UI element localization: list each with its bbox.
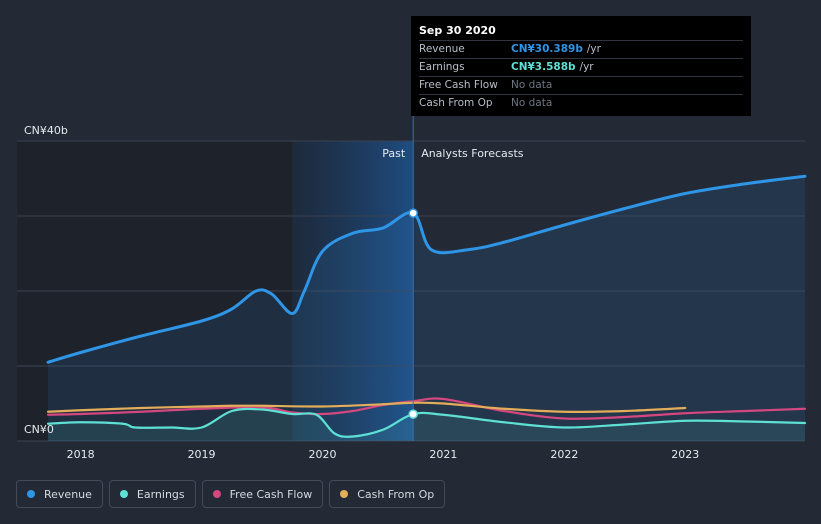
x-tick-label: 2022 xyxy=(550,448,578,461)
x-tick-label: 2023 xyxy=(671,448,699,461)
tooltip-date: Sep 30 2020 xyxy=(419,24,496,37)
x-tick-label: 2019 xyxy=(188,448,216,461)
x-tick-label: 2018 xyxy=(67,448,95,461)
cash-from-op-dot-icon xyxy=(340,490,349,498)
tooltip-label: Cash From Op xyxy=(419,97,493,109)
revenue-area xyxy=(48,176,805,441)
free-cash-flow-dot-icon xyxy=(212,490,221,498)
tooltip-row-cash-from-op: Cash From Op No data xyxy=(419,94,743,112)
earnings-dot-icon xyxy=(119,490,128,498)
chart-legend: Revenue Earnings Free Cash Flow Cash Fro… xyxy=(16,480,446,508)
y-axis-bottom-label: CN¥0 xyxy=(24,423,54,436)
tooltip-row-free-cash-flow: Free Cash Flow No data xyxy=(419,76,743,94)
forecast-label: Analysts Forecasts xyxy=(421,147,524,160)
earnings-line xyxy=(46,407,807,438)
tooltip-label: Free Cash Flow xyxy=(419,79,498,91)
legend-item-revenue[interactable]: Revenue xyxy=(16,480,103,508)
legend-label: Earnings xyxy=(136,487,185,501)
tooltip-row-revenue: Revenue CN¥30.389b /yr xyxy=(419,40,743,58)
legend-item-cash-from-op[interactable]: Cash From Op xyxy=(329,480,446,508)
past-label: Past xyxy=(382,147,406,160)
tooltip-value: CN¥30.389b xyxy=(511,43,583,55)
tooltip-label: Earnings xyxy=(419,61,465,73)
legend-item-free-cash-flow[interactable]: Free Cash Flow xyxy=(201,480,324,508)
tooltip-value: No data xyxy=(511,79,553,91)
revenue-marker xyxy=(408,208,418,218)
legend-label: Revenue xyxy=(44,487,92,501)
revenue-line xyxy=(46,174,807,364)
tooltip-value: No data xyxy=(511,97,553,109)
earnings-area xyxy=(48,409,805,441)
cash-from-op-line xyxy=(46,401,687,413)
tooltip-unit: /yr xyxy=(586,43,601,55)
revenue-dot-icon xyxy=(27,490,35,498)
x-tick-label: 2020 xyxy=(309,448,337,461)
legend-item-earnings[interactable]: Earnings xyxy=(108,480,196,508)
tooltip-row-earnings: Earnings CN¥3.588b /yr xyxy=(419,58,743,76)
x-tick-label: 2021 xyxy=(429,448,457,461)
legend-label: Cash From Op xyxy=(357,487,435,501)
legend-label: Free Cash Flow xyxy=(229,487,313,501)
earnings-marker xyxy=(408,409,418,419)
tooltip-value: CN¥3.588b xyxy=(511,61,576,73)
tooltip-label: Revenue xyxy=(419,43,465,55)
y-axis-top-label: CN¥40b xyxy=(24,124,68,137)
data-tooltip: Sep 30 2020 Revenue CN¥30.389b /yr Earni… xyxy=(411,16,751,116)
tooltip-unit: /yr xyxy=(579,61,594,73)
